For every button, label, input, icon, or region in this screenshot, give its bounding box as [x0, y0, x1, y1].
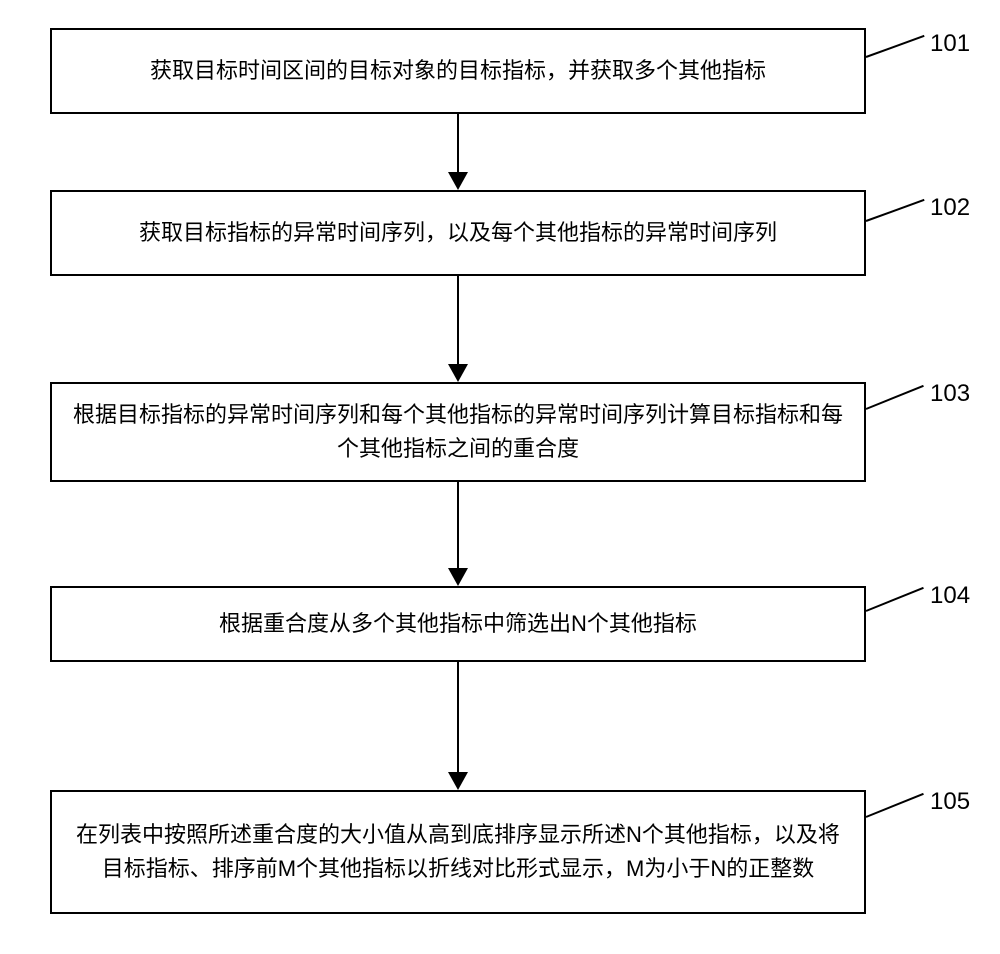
flow-node-1-text: 获取目标时间区间的目标对象的目标指标，并获取多个其他指标: [150, 54, 766, 88]
step-label-3: 103: [930, 380, 970, 408]
step-label-4: 104: [930, 582, 970, 610]
flow-node-5-text: 在列表中按照所述重合度的大小值从高到底排序显示所述N个其他指标，以及将目标指标、…: [70, 818, 846, 886]
flow-node-3: 根据目标指标的异常时间序列和每个其他指标的异常时间序列计算目标指标和每个其他指标…: [50, 382, 866, 482]
flow-node-2: 获取目标指标的异常时间序列，以及每个其他指标的异常时间序列: [50, 190, 866, 276]
step-label-5: 105: [930, 788, 970, 816]
arrow-4: [0, 662, 916, 790]
arrow-2: [0, 276, 916, 382]
step-label-1: 101: [930, 30, 970, 58]
leader-line-2: [866, 199, 925, 222]
flow-node-1: 获取目标时间区间的目标对象的目标指标，并获取多个其他指标: [50, 28, 866, 114]
leader-line-1: [866, 35, 925, 58]
leader-line-3: [866, 385, 924, 410]
flow-node-4: 根据重合度从多个其他指标中筛选出N个其他指标: [50, 586, 866, 662]
leader-line-5: [866, 793, 924, 818]
arrow-1: [0, 114, 916, 190]
step-label-2: 102: [930, 194, 970, 222]
flow-node-3-text: 根据目标指标的异常时间序列和每个其他指标的异常时间序列计算目标指标和每个其他指标…: [70, 398, 846, 466]
flow-node-2-text: 获取目标指标的异常时间序列，以及每个其他指标的异常时间序列: [139, 216, 777, 250]
flow-node-5: 在列表中按照所述重合度的大小值从高到底排序显示所述N个其他指标，以及将目标指标、…: [50, 790, 866, 914]
leader-line-4: [866, 587, 924, 612]
arrow-3: [0, 482, 916, 586]
flow-node-4-text: 根据重合度从多个其他指标中筛选出N个其他指标: [219, 607, 697, 641]
flowchart-container: 获取目标时间区间的目标对象的目标指标，并获取多个其他指标 101 获取目标指标的…: [0, 0, 1000, 954]
